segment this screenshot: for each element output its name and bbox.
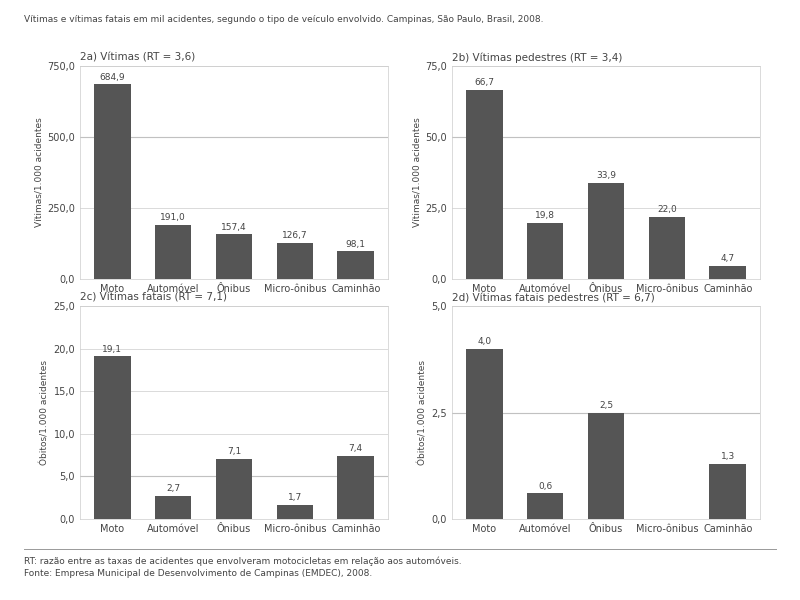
Bar [527, 223, 563, 279]
Text: 126,7: 126,7 [282, 232, 308, 241]
Bar [216, 458, 252, 519]
Text: RT: razão entre as taxas de acidentes que envolveram motocicletas em relação aos: RT: razão entre as taxas de acidentes qu… [24, 557, 462, 566]
Bar [466, 349, 502, 519]
Bar [216, 234, 252, 279]
Text: 2c) Vítimas fatais (RT = 7,1): 2c) Vítimas fatais (RT = 7,1) [80, 293, 227, 303]
Text: 1,3: 1,3 [721, 452, 735, 461]
Text: 0,6: 0,6 [538, 482, 552, 491]
Bar [338, 251, 374, 279]
Text: 191,0: 191,0 [160, 213, 186, 222]
Bar [277, 505, 313, 519]
Text: 4,7: 4,7 [721, 254, 735, 263]
Text: Vítimas e vítimas fatais em mil acidentes, segundo o tipo de veículo envolvido. : Vítimas e vítimas fatais em mil acidente… [24, 15, 543, 24]
Text: 66,7: 66,7 [474, 78, 494, 87]
Bar [155, 225, 191, 279]
Text: 2a) Vítimas (RT = 3,6): 2a) Vítimas (RT = 3,6) [80, 53, 195, 63]
Y-axis label: Óbitos/1.000 acidentes: Óbitos/1.000 acidentes [40, 360, 50, 465]
Text: 157,4: 157,4 [221, 223, 247, 232]
Bar [155, 496, 191, 519]
Bar [527, 493, 563, 519]
Text: 1,7: 1,7 [288, 493, 302, 502]
Bar [710, 464, 746, 519]
Text: Fonte: Empresa Municipal de Desenvolvimento de Campinas (EMDEC), 2008.: Fonte: Empresa Municipal de Desenvolvime… [24, 569, 372, 578]
Text: 2,5: 2,5 [599, 401, 613, 410]
Text: 19,1: 19,1 [102, 345, 122, 354]
Bar [94, 356, 130, 519]
Y-axis label: Vítimas/1.000 acidentes: Vítimas/1.000 acidentes [412, 118, 422, 227]
Y-axis label: Vítimas/1.000 acidentes: Vítimas/1.000 acidentes [34, 118, 43, 227]
Bar [588, 183, 624, 279]
Text: 2b) Vítimas pedestres (RT = 3,4): 2b) Vítimas pedestres (RT = 3,4) [452, 52, 622, 63]
Text: 7,4: 7,4 [349, 445, 363, 454]
Y-axis label: Óbitos/1.000 acidentes: Óbitos/1.000 acidentes [418, 360, 427, 465]
Text: 33,9: 33,9 [596, 171, 616, 180]
Text: 2d) Vítimas fatais pedestres (RT = 6,7): 2d) Vítimas fatais pedestres (RT = 6,7) [452, 292, 654, 303]
Text: 22,0: 22,0 [657, 205, 677, 214]
Bar [466, 89, 502, 279]
Bar [338, 456, 374, 519]
Bar [710, 266, 746, 279]
Text: 19,8: 19,8 [535, 211, 555, 220]
Text: 4,0: 4,0 [477, 337, 491, 346]
Text: 2,7: 2,7 [166, 484, 180, 493]
Bar [94, 85, 130, 279]
Bar [649, 217, 685, 279]
Bar [588, 413, 624, 519]
Text: 684,9: 684,9 [99, 73, 125, 82]
Text: 7,1: 7,1 [227, 447, 241, 456]
Bar [277, 243, 313, 279]
Text: 98,1: 98,1 [346, 239, 366, 248]
